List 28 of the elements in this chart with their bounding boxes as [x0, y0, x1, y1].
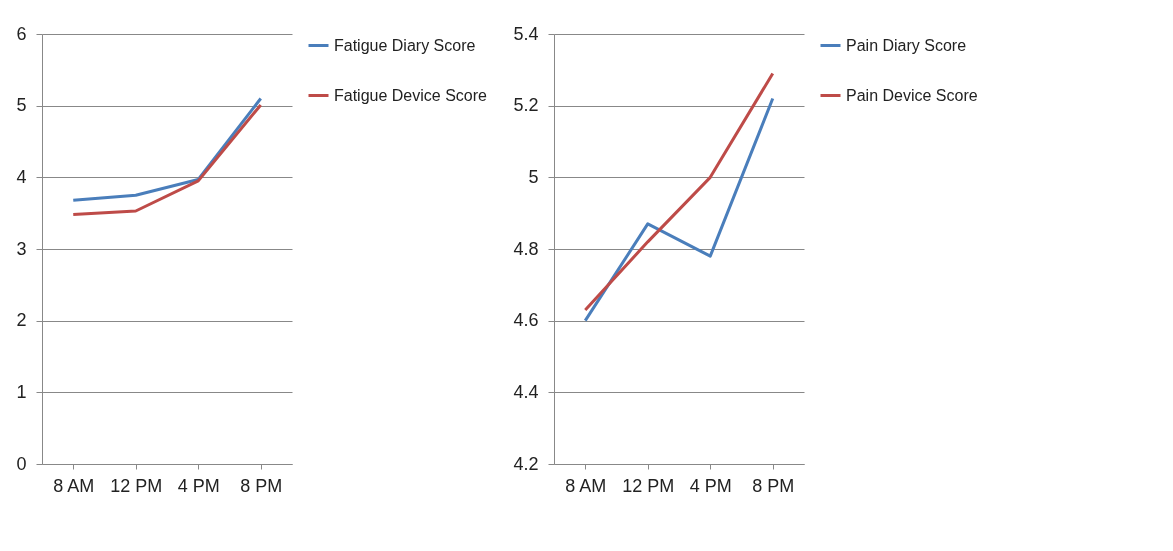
y-tick-label: 5 [528, 166, 539, 187]
y-tick-label: 4.6 [513, 310, 539, 331]
x-tick-label: 8 AM [53, 475, 95, 496]
y-tick-label: 5.2 [513, 95, 539, 116]
legend-label: Fatigue Diary Score [334, 36, 476, 54]
x-tick-label: 4 PM [689, 475, 732, 496]
y-tick-label: 5 [16, 95, 27, 116]
y-tick-label: 4 [16, 166, 27, 187]
x-tick-label: 8 PM [752, 475, 795, 496]
y-tick-label: 2 [16, 310, 27, 331]
legend-label: Fatigue Device Score [334, 86, 488, 104]
x-tick-label: 12 PM [622, 475, 675, 496]
y-tick-label: 4.8 [513, 238, 539, 259]
y-tick-label: 5.4 [513, 23, 539, 44]
y-tick-label: 0 [16, 453, 27, 474]
line-series [71, 97, 263, 202]
y-tick-label: 6 [16, 23, 27, 44]
x-tick-label: 12 PM [110, 475, 163, 496]
x-tick-label: 8 AM [565, 475, 607, 496]
y-tick-label: 4.2 [513, 453, 539, 474]
y-tick-label: 4.4 [513, 381, 539, 402]
line-series [71, 103, 263, 217]
x-tick-label: 4 PM [177, 475, 220, 496]
x-tick-label: 8 PM [240, 475, 283, 496]
y-tick-label: 3 [16, 238, 27, 259]
legend-label: Pain Diary Score [846, 36, 967, 54]
legend-label: Pain Device Score [846, 86, 978, 104]
y-tick-label: 1 [16, 381, 27, 402]
